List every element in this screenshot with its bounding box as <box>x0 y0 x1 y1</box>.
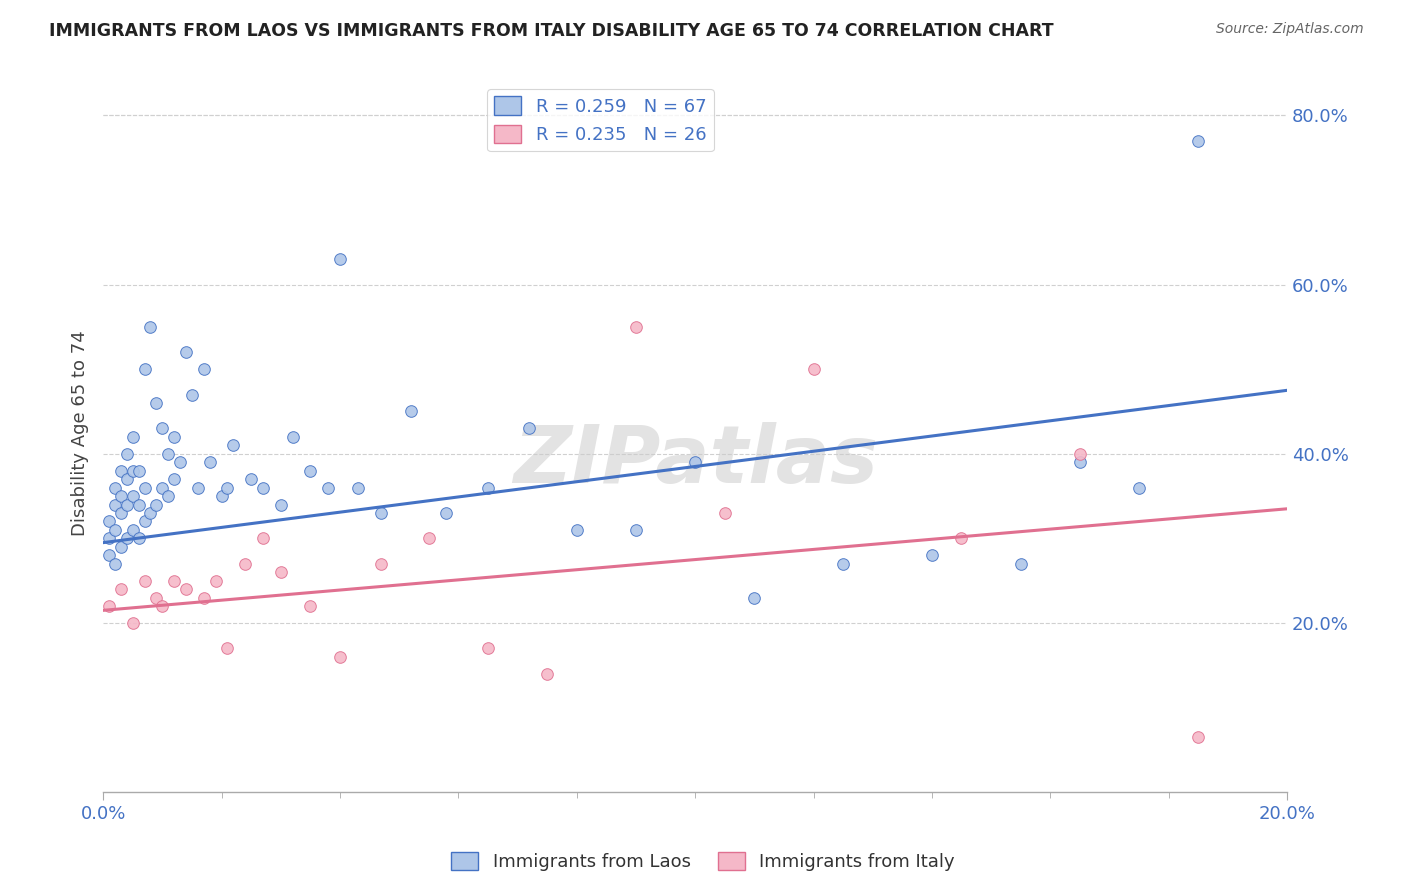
Point <box>128 498 150 512</box>
Point <box>104 557 127 571</box>
Point <box>803 362 825 376</box>
Point <box>742 591 765 605</box>
Point <box>370 557 392 571</box>
Point <box>121 615 143 630</box>
Legend: Immigrants from Laos, Immigrants from Italy: Immigrants from Laos, Immigrants from It… <box>444 845 962 879</box>
Text: Source: ZipAtlas.com: Source: ZipAtlas.com <box>1216 22 1364 37</box>
Point <box>299 599 322 613</box>
Point <box>121 523 143 537</box>
Point <box>329 252 352 267</box>
Point <box>477 481 499 495</box>
Point <box>98 515 121 529</box>
Point <box>139 319 162 334</box>
Point <box>252 532 274 546</box>
Point <box>950 532 973 546</box>
Point <box>222 438 245 452</box>
Point <box>270 566 292 580</box>
Point <box>281 430 304 444</box>
Point <box>104 481 127 495</box>
Point <box>1187 731 1209 745</box>
Point <box>163 574 186 588</box>
Y-axis label: Disability Age 65 to 74: Disability Age 65 to 74 <box>72 330 89 535</box>
Point <box>832 557 855 571</box>
Point <box>174 582 197 597</box>
Point <box>169 455 191 469</box>
Point <box>565 523 588 537</box>
Point <box>115 498 138 512</box>
Point <box>683 455 706 469</box>
Point <box>110 540 132 554</box>
Point <box>139 506 162 520</box>
Point <box>121 489 143 503</box>
Point <box>1069 455 1091 469</box>
Point <box>204 574 226 588</box>
Legend: R = 0.259   N = 67, R = 0.235   N = 26: R = 0.259 N = 67, R = 0.235 N = 26 <box>486 89 714 152</box>
Point <box>110 464 132 478</box>
Point <box>217 481 239 495</box>
Point <box>316 481 339 495</box>
Point <box>145 396 167 410</box>
Point <box>198 455 221 469</box>
Point <box>299 464 322 478</box>
Point <box>921 549 943 563</box>
Point <box>1069 447 1091 461</box>
Text: IMMIGRANTS FROM LAOS VS IMMIGRANTS FROM ITALY DISABILITY AGE 65 TO 74 CORRELATIO: IMMIGRANTS FROM LAOS VS IMMIGRANTS FROM … <box>49 22 1054 40</box>
Point <box>193 362 215 376</box>
Point <box>150 599 173 613</box>
Point <box>134 481 156 495</box>
Point <box>134 362 156 376</box>
Point <box>233 557 256 571</box>
Point <box>193 591 215 605</box>
Point <box>150 481 173 495</box>
Point <box>115 447 138 461</box>
Point <box>370 506 392 520</box>
Point <box>98 599 121 613</box>
Point <box>145 498 167 512</box>
Point <box>477 641 499 656</box>
Point <box>98 532 121 546</box>
Point <box>145 591 167 605</box>
Point <box>346 481 368 495</box>
Point <box>174 345 197 359</box>
Point <box>128 532 150 546</box>
Point <box>115 532 138 546</box>
Point <box>624 319 647 334</box>
Point <box>98 549 121 563</box>
Point <box>115 472 138 486</box>
Point <box>121 464 143 478</box>
Point <box>187 481 209 495</box>
Point <box>1128 481 1150 495</box>
Point <box>270 498 292 512</box>
Point <box>713 506 735 520</box>
Point <box>624 523 647 537</box>
Point <box>1187 134 1209 148</box>
Point <box>517 421 540 435</box>
Point <box>418 532 440 546</box>
Point <box>128 464 150 478</box>
Text: ZIPatlas: ZIPatlas <box>513 423 877 500</box>
Point <box>240 472 263 486</box>
Point <box>134 515 156 529</box>
Point <box>104 523 127 537</box>
Point <box>181 387 204 401</box>
Point <box>134 574 156 588</box>
Point <box>536 666 558 681</box>
Point <box>110 489 132 503</box>
Point <box>163 472 186 486</box>
Point <box>217 641 239 656</box>
Point <box>110 506 132 520</box>
Point <box>399 404 422 418</box>
Point <box>252 481 274 495</box>
Point <box>1010 557 1032 571</box>
Point <box>436 506 458 520</box>
Point <box>104 498 127 512</box>
Point <box>157 447 180 461</box>
Point <box>121 430 143 444</box>
Point <box>157 489 180 503</box>
Point <box>211 489 233 503</box>
Point <box>163 430 186 444</box>
Point <box>329 649 352 664</box>
Point <box>150 421 173 435</box>
Point <box>110 582 132 597</box>
